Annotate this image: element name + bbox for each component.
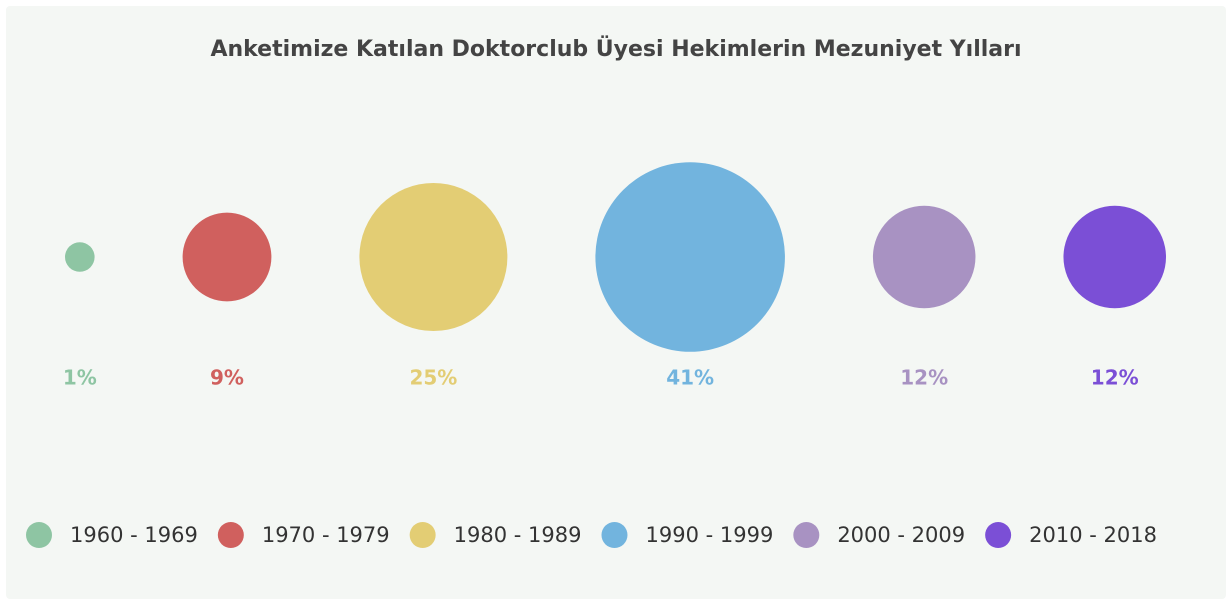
chart-title: Anketimize Katılan Doktorclub Üyesi Heki… [210,36,1021,62]
legend-label: 1960 - 1969 [70,523,198,547]
value-label: 12% [900,366,948,390]
value-label: 41% [666,366,714,390]
bubble [1063,205,1167,309]
legend-swatch [601,522,628,548]
legend-label: 1990 - 1999 [645,523,773,547]
legend-label: 2010 - 2018 [1029,523,1157,547]
value-label: 1% [63,366,97,390]
bubble [182,212,272,302]
value-label: 12% [1091,366,1139,390]
legend-label: 1970 - 1979 [262,523,390,547]
legend-swatch [26,522,52,548]
legend-swatch [409,522,436,548]
bubble [595,162,785,352]
legend-label: 2000 - 2009 [837,523,965,547]
bubble [872,205,976,309]
value-label: 25% [409,366,457,390]
legend-swatch [793,522,820,548]
legend-swatch [217,522,244,548]
legend-swatch [985,522,1012,548]
legend-label: 1980 - 1989 [454,523,582,547]
value-label: 9% [210,366,244,390]
bubble [65,242,95,272]
bubble [359,183,508,331]
